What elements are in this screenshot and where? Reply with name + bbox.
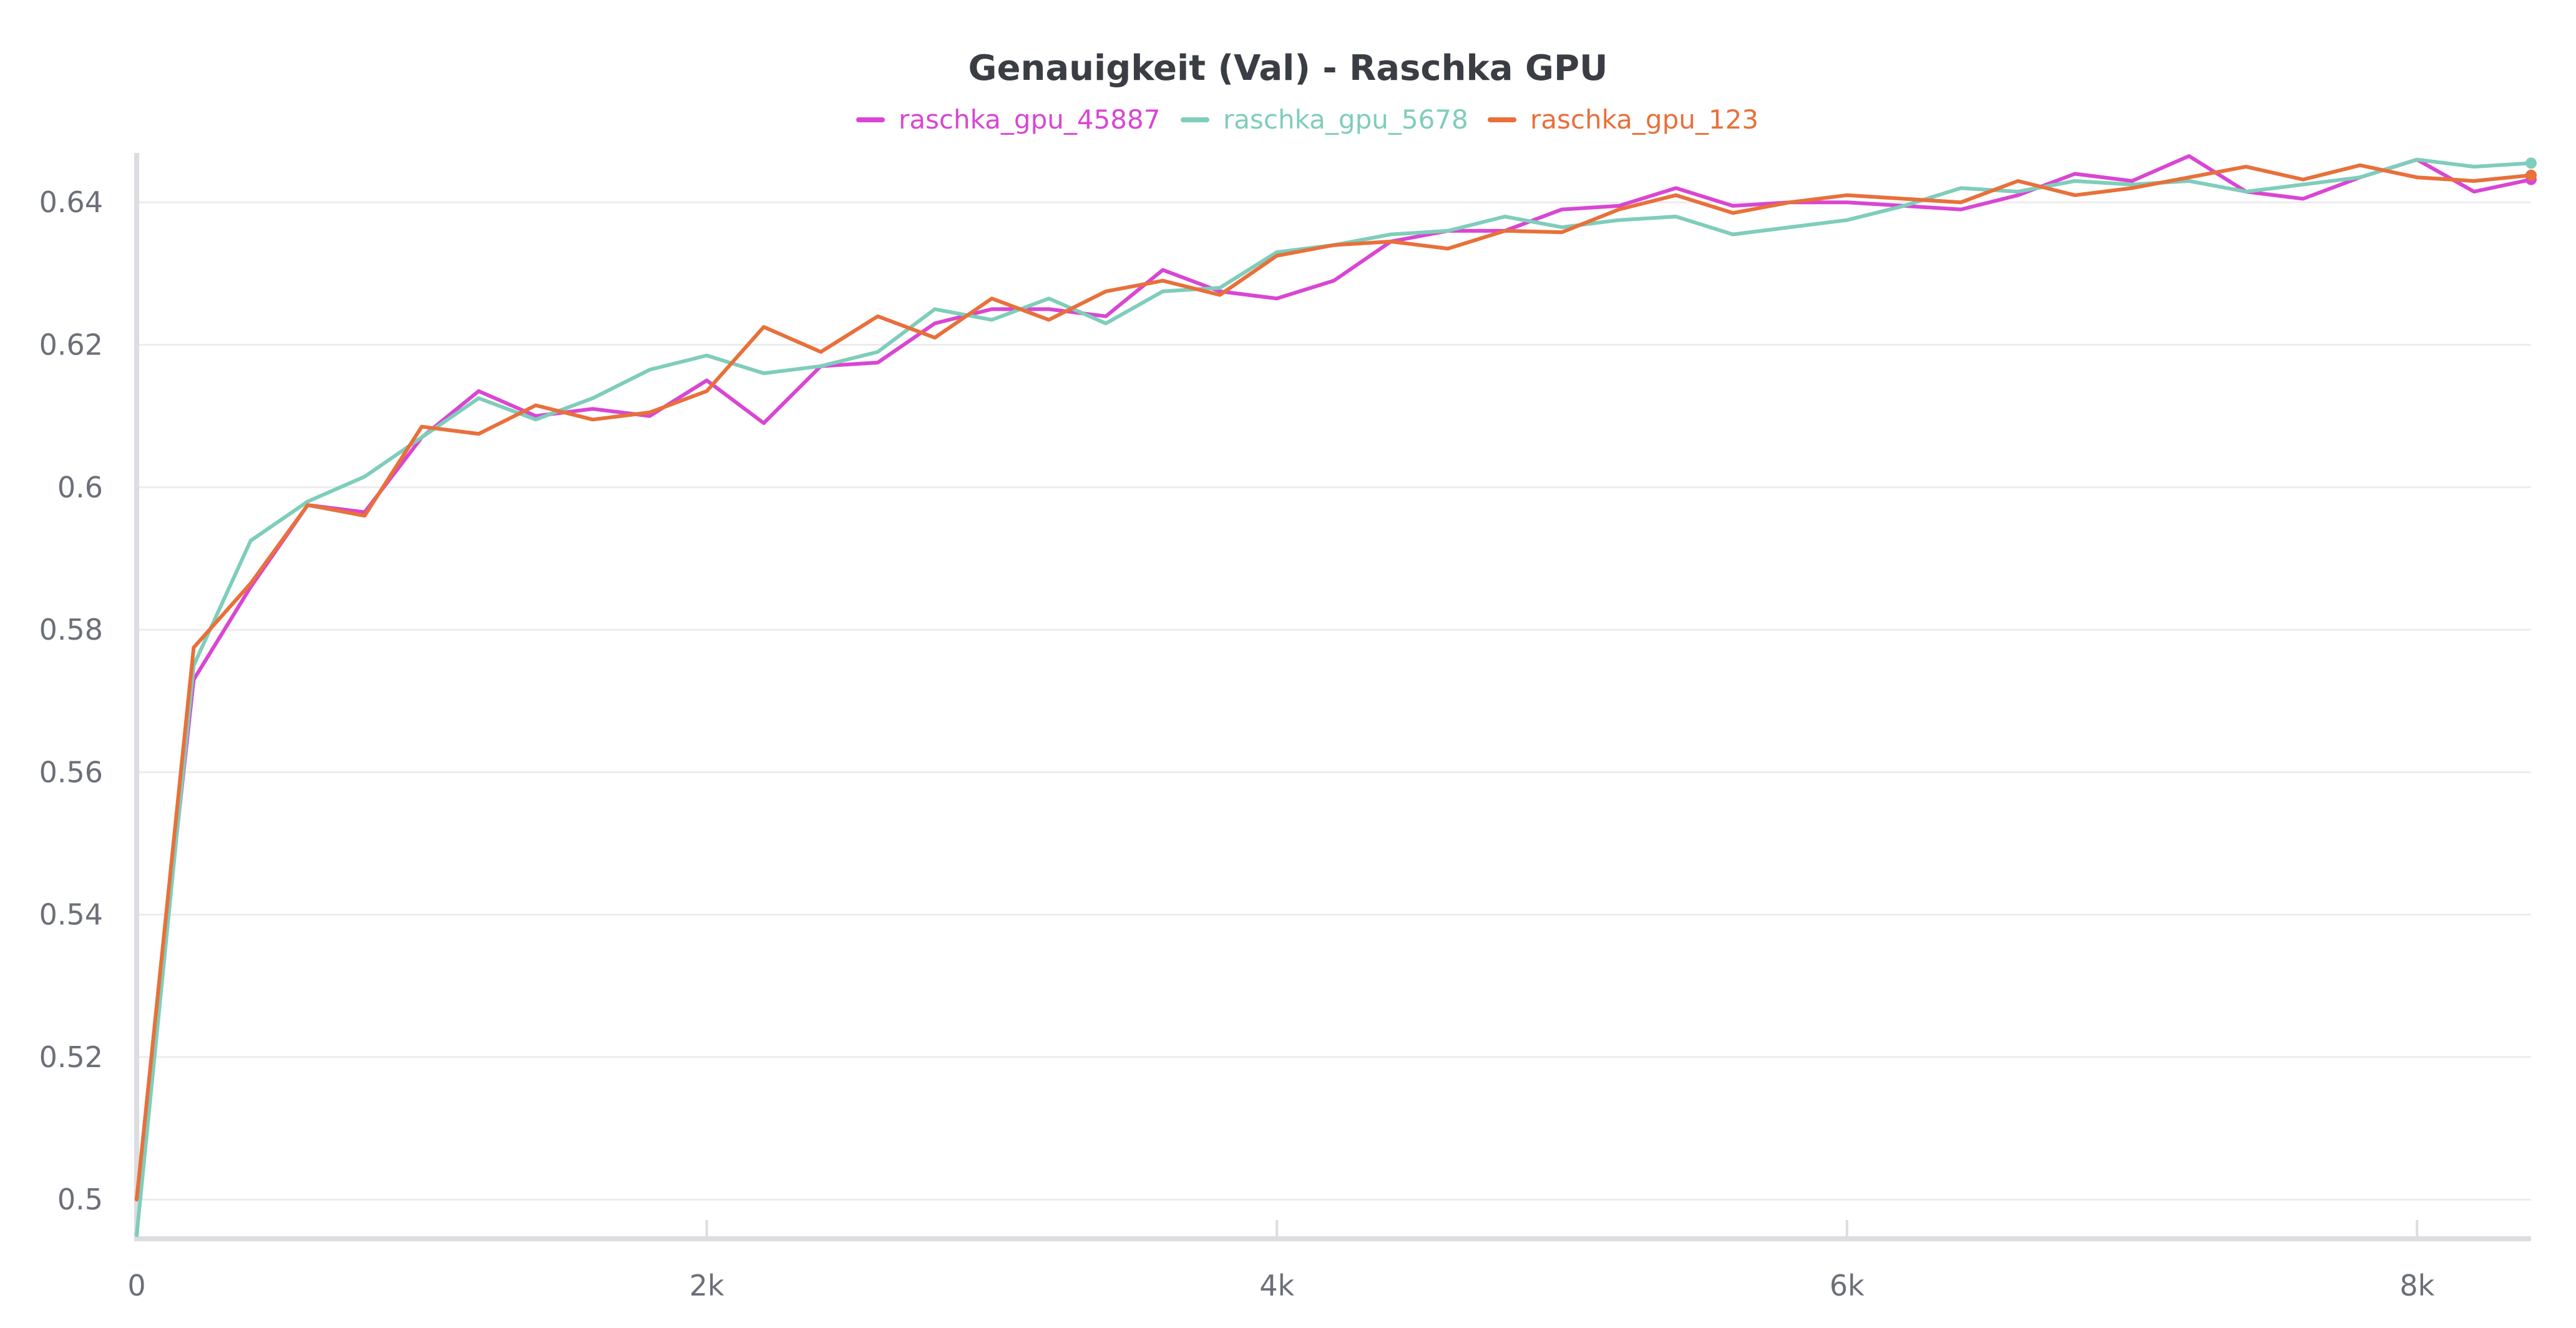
series-line-raschka_gpu_123 [135, 163, 2533, 1202]
y-tick-label: 0.5 [57, 1183, 103, 1216]
grid-lines [137, 201, 2531, 1201]
series-end-point [2525, 169, 2537, 181]
y-tick-label: 0.6 [57, 471, 103, 504]
y-tick-label: 0.62 [39, 328, 103, 361]
x-axis: 0 2k 4k 6k 8k [127, 1220, 2531, 1302]
x-tick-label: 8k [2399, 1269, 2434, 1302]
series-end-point [2525, 157, 2537, 169]
y-tick-label: 0.56 [39, 755, 103, 789]
chart-title: Genauigkeit (Val) - Raschka GPU [968, 48, 1608, 89]
y-tick-label: 0.58 [39, 613, 103, 647]
series-line-raschka_gpu_5678 [135, 157, 2533, 1238]
legend-item[interactable]: raschka_gpu_5678 [1181, 104, 1468, 135]
y-axis: 0.5 0.52 0.54 0.56 0.58 0.6 0.62 0.64 [39, 153, 139, 1239]
legend-item[interactable]: raschka_gpu_123 [1488, 104, 1759, 135]
series-layer [135, 154, 2537, 1238]
x-tick-label: 0 [127, 1269, 145, 1302]
x-tick-label: 4k [1259, 1269, 1294, 1302]
x-tick-label: 6k [1830, 1269, 1865, 1302]
legend-label: raschka_gpu_45887 [899, 104, 1160, 135]
series-line-raschka_gpu_45887 [135, 154, 2533, 1202]
legend-label: raschka_gpu_123 [1530, 104, 1759, 135]
y-tick-label: 0.64 [39, 185, 103, 219]
chart-legend: raschka_gpu_45887 raschka_gpu_5678 raschka… [856, 104, 1759, 135]
legend-item[interactable]: raschka_gpu_45887 [856, 104, 1160, 135]
legend-label: raschka_gpu_5678 [1223, 104, 1468, 135]
y-tick-label: 0.54 [39, 898, 103, 932]
y-tick-label: 0.52 [39, 1040, 103, 1074]
x-tick-label: 2k [690, 1269, 724, 1302]
